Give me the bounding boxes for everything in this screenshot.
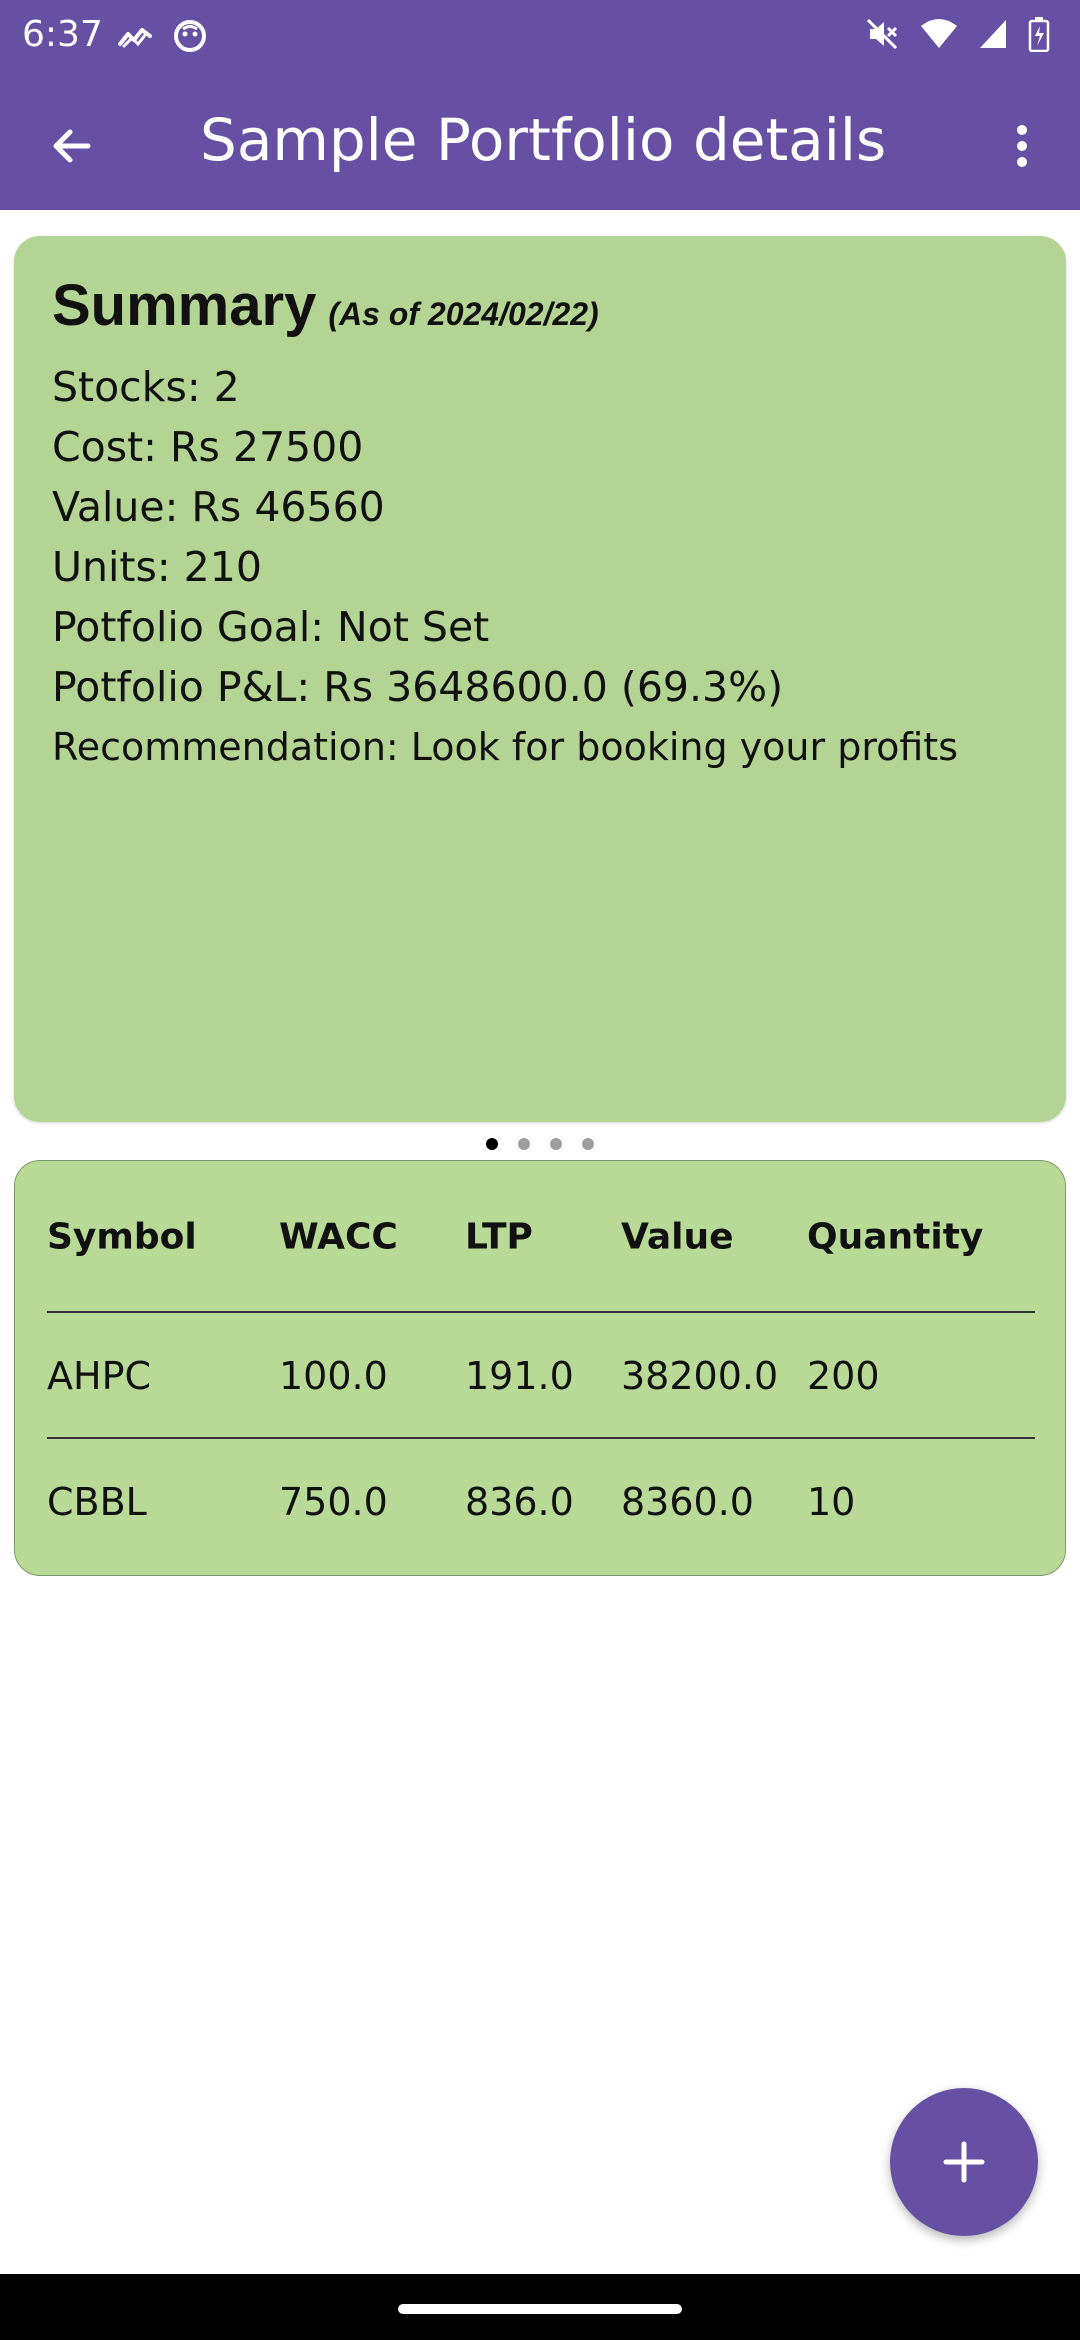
table-row[interactable]: AHPC 100.0 191.0 38200.0 200: [47, 1313, 1035, 1439]
summary-title: Summary: [52, 273, 317, 338]
column-header-value: Value: [621, 1216, 734, 1258]
summary-recommendation: Recommendation: Look for booking your pr…: [52, 725, 958, 769]
mute-icon: [864, 16, 900, 57]
pager-dot-1[interactable]: [486, 1138, 498, 1150]
activity-icon: [118, 24, 152, 53]
status-bar: 6:37: [0, 0, 1080, 76]
column-header-ltp: LTP: [465, 1216, 533, 1258]
summary-stocks: Stocks: 2: [52, 363, 240, 411]
status-icons-right: [864, 16, 1050, 57]
cell-ltp: 836.0: [465, 1480, 574, 1524]
column-header-quantity: Quantity: [807, 1216, 984, 1258]
wifi-icon: [920, 18, 958, 55]
pager-indicator: [0, 1138, 1080, 1150]
summary-units: Units: 210: [52, 543, 262, 591]
table-header-row: Symbol WACC LTP Value Quantity: [47, 1161, 1035, 1313]
add-stock-button[interactable]: [890, 2088, 1038, 2236]
home-gesture-handle[interactable]: [398, 2304, 682, 2314]
cell-ltp: 191.0: [465, 1354, 574, 1398]
summary-value: Value: Rs 46560: [52, 483, 385, 531]
pager-dot-4[interactable]: [582, 1138, 594, 1150]
overflow-menu-button[interactable]: [986, 110, 1058, 182]
cell-value: 8360.0: [621, 1480, 754, 1524]
table-divider: [47, 1311, 1035, 1313]
page-title: Sample Portfolio details: [200, 106, 887, 174]
cell-value: 38200.0: [621, 1354, 779, 1398]
pager-dot-3[interactable]: [550, 1138, 562, 1150]
cell-wacc: 750.0: [279, 1480, 388, 1524]
column-header-wacc: WACC: [279, 1216, 398, 1258]
summary-heading: Summary (As of 2024/02/22): [52, 272, 1028, 339]
cell-symbol: AHPC: [47, 1354, 152, 1398]
holdings-table: Symbol WACC LTP Value Quantity AHPC 100.…: [14, 1160, 1066, 1576]
summary-date: (As of 2024/02/22): [328, 296, 599, 332]
cell-symbol: CBBL: [47, 1480, 147, 1524]
status-icons-left: [118, 18, 208, 59]
add-icon: [943, 2141, 985, 2183]
more-vert-icon: [1017, 125, 1027, 167]
back-button[interactable]: [36, 110, 108, 182]
arrow-back-icon: [53, 129, 91, 163]
navigation-bar: [0, 2274, 1080, 2340]
table-row[interactable]: CBBL 750.0 836.0 8360.0 10: [47, 1439, 1035, 1565]
summary-card[interactable]: Summary (As of 2024/02/22) Stocks: 2 Cos…: [14, 236, 1066, 1122]
status-time: 6:37: [22, 14, 103, 55]
table-divider: [47, 1437, 1035, 1439]
app-bar: Sample Portfolio details: [0, 76, 1080, 210]
cell-quantity: 200: [807, 1354, 880, 1398]
cell-wacc: 100.0: [279, 1354, 388, 1398]
summary-pnl: Potfolio P&L: Rs 3648600.0 (69.3%): [52, 663, 784, 711]
signal-icon: [978, 18, 1008, 55]
summary-cost: Cost: Rs 27500: [52, 423, 364, 471]
battery-icon: [1028, 16, 1050, 57]
pager-dot-2[interactable]: [518, 1138, 530, 1150]
summary-goal: Potfolio Goal: Not Set: [52, 603, 490, 651]
notification-app-icon: [172, 18, 208, 59]
column-header-symbol: Symbol: [47, 1216, 197, 1258]
cell-quantity: 10: [807, 1480, 856, 1524]
